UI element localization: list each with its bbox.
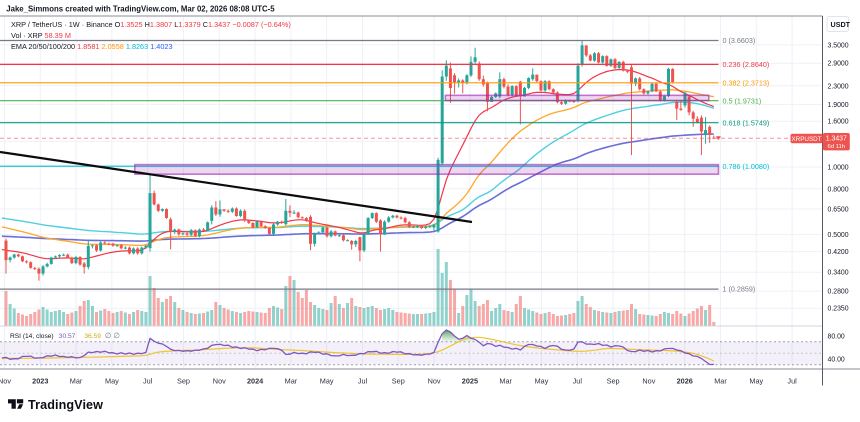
svg-text:2025: 2025 <box>462 377 478 386</box>
svg-text:Nov: Nov <box>428 377 441 386</box>
svg-text:Nov: Nov <box>642 377 655 386</box>
svg-text:2026: 2026 <box>677 377 693 386</box>
svg-text:2023: 2023 <box>32 377 48 386</box>
svg-text:May: May <box>105 377 119 386</box>
svg-text:Mar: Mar <box>285 377 298 386</box>
svg-text:2.9000: 2.9000 <box>828 61 849 68</box>
svg-text:May: May <box>535 377 549 386</box>
svg-text:Jul: Jul <box>358 377 368 386</box>
svg-text:1.9000: 1.9000 <box>828 102 849 109</box>
svg-text:Mar: Mar <box>499 377 512 386</box>
svg-text:1.0000: 1.0000 <box>828 165 849 172</box>
svg-text:0 (3.6603): 0 (3.6603) <box>723 36 756 45</box>
svg-text:Vol · XRP 58.39 M: Vol · XRP 58.39 M <box>11 31 71 40</box>
svg-text:0.2350: 0.2350 <box>828 306 849 313</box>
svg-text:RSI (14, close): RSI (14, close) <box>10 333 54 340</box>
svg-text:0.236 (2.8640): 0.236 (2.8640) <box>723 60 770 69</box>
svg-text:Sep: Sep <box>177 377 190 386</box>
svg-text:1 (0.2859): 1 (0.2859) <box>723 285 756 294</box>
svg-text:1.6000: 1.6000 <box>828 119 849 126</box>
svg-text:3.5000: 3.5000 <box>828 42 849 49</box>
svg-text:XRPUSDT: XRPUSDT <box>791 136 821 143</box>
svg-text:XRP / TetherUS · 1W · Binance: XRP / TetherUS · 1W · Binance O1.3525 H1… <box>11 20 291 29</box>
svg-text:Jul: Jul <box>143 377 153 386</box>
svg-text:80.00: 80.00 <box>828 334 845 341</box>
svg-text:Jul: Jul <box>787 377 797 386</box>
svg-text:Jul: Jul <box>573 377 583 386</box>
svg-text:2024: 2024 <box>247 377 264 386</box>
svg-text:0.5 (1.9731): 0.5 (1.9731) <box>723 96 762 105</box>
svg-text:1.3437: 1.3437 <box>826 135 847 142</box>
svg-text:May: May <box>320 377 334 386</box>
svg-text:0.8000: 0.8000 <box>828 186 849 193</box>
svg-text:0.4200: 0.4200 <box>828 249 849 256</box>
svg-text:0.2800: 0.2800 <box>828 289 849 296</box>
svg-text:∅ ∅: ∅ ∅ <box>105 331 120 340</box>
svg-text:36.59: 36.59 <box>84 333 101 340</box>
svg-text:TradingView: TradingView <box>28 398 103 412</box>
svg-text:30.57: 30.57 <box>59 333 76 340</box>
svg-text:0.786 (1.0080): 0.786 (1.0080) <box>723 162 770 171</box>
svg-text:Mar: Mar <box>70 377 83 386</box>
svg-text:0.5000: 0.5000 <box>828 232 849 239</box>
svg-text:2.3000: 2.3000 <box>828 83 849 90</box>
svg-text:Jake_Simmons created with Trad: Jake_Simmons created with TradingView.co… <box>6 4 275 13</box>
svg-text:EMA 20/50/100/200 1.8581 2.0: EMA 20/50/100/200 1.8581 2.0558 1.8263 1… <box>11 42 173 51</box>
svg-text:6d 11h: 6d 11h <box>828 144 846 150</box>
svg-text:40.00: 40.00 <box>828 357 845 364</box>
svg-text:USDT: USDT <box>831 20 851 29</box>
svg-text:Nov: Nov <box>0 377 11 386</box>
svg-text:0.3400: 0.3400 <box>828 270 849 277</box>
svg-text:0.618 (1.5749): 0.618 (1.5749) <box>723 118 770 127</box>
svg-text:Sep: Sep <box>607 377 620 386</box>
svg-text:Nov: Nov <box>213 377 226 386</box>
svg-text:0.6500: 0.6500 <box>828 207 849 214</box>
svg-text:0.382 (2.3713): 0.382 (2.3713) <box>723 78 770 87</box>
svg-text:Mar: Mar <box>714 377 727 386</box>
svg-text:May: May <box>749 377 763 386</box>
svg-text:Sep: Sep <box>392 377 405 386</box>
